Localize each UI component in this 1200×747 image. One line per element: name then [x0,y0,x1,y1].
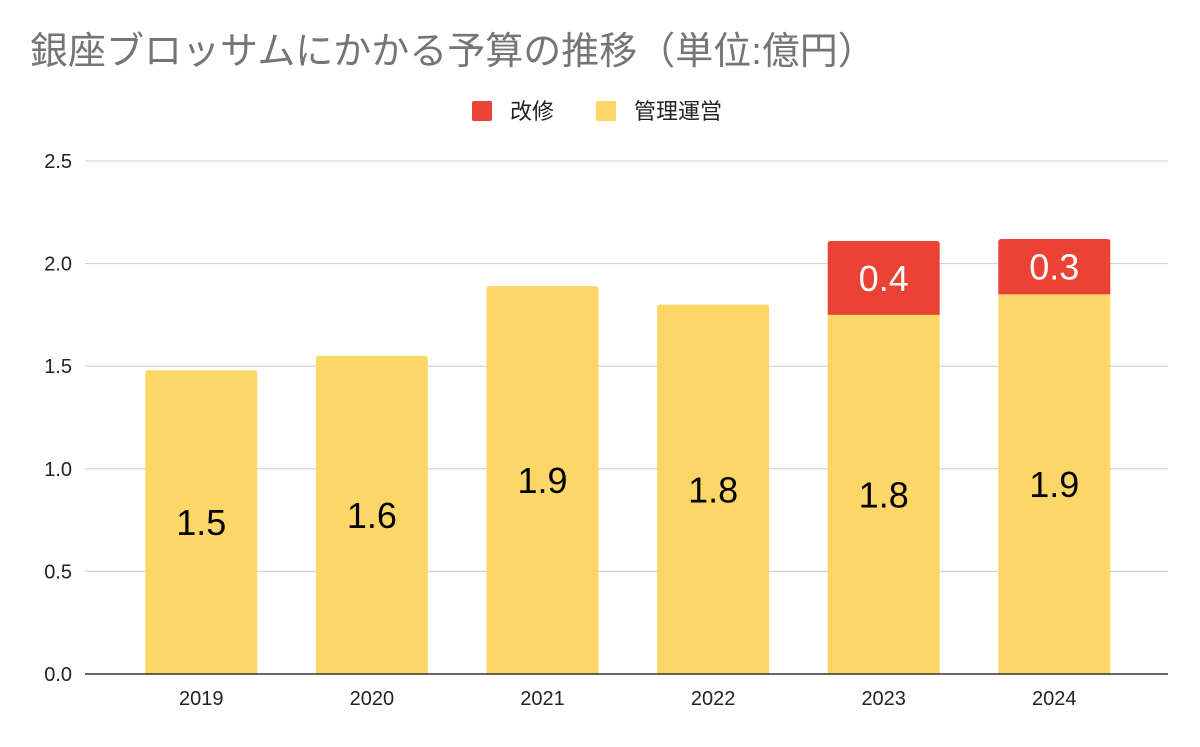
data-label: 1.9 [517,460,567,501]
legend-swatch [472,101,492,121]
data-label: 1.8 [859,474,909,515]
data-label: 1.5 [176,502,226,543]
x-tick-label: 2019 [179,688,224,710]
data-label: 0.4 [859,258,909,299]
x-tick-label: 2022 [691,688,736,710]
y-tick-label: 1.0 [44,459,72,481]
x-tick-label: 2020 [350,688,395,710]
legend: 改修 管理運営 [472,99,722,124]
data-label: 0.3 [1029,247,1079,288]
bar-2023-management [827,314,940,674]
bar-2020-management [315,355,428,674]
legend-label: 改修 [510,99,554,124]
x-tick-label: 2021 [520,688,565,710]
legend-swatch [596,101,616,121]
bar-2024-renovation [998,238,1111,295]
y-tick-label: 1.5 [44,356,72,378]
x-tick-label: 2023 [861,688,906,710]
y-tick-label: 0.5 [44,561,72,583]
y-tick-label: 0.0 [44,664,72,686]
bar-2023-renovation [827,241,940,315]
bar-2022-management [657,304,770,674]
data-label: 1.8 [688,469,738,510]
y-tick-label: 2.5 [44,151,72,173]
bar-2024-management [998,294,1111,674]
x-axis: 2019 2020 2021 2022 2023 2024 [85,673,1168,710]
data-label: 1.9 [1029,464,1079,505]
bar-2021-management [486,286,599,674]
chart-title: 銀座ブロッサムにかかる予算の推移（単位:億円） [30,31,876,73]
bars: 1.5 1.6 1.9 1.8 1.8 0.4 1.9 0.3 [145,238,1111,674]
y-tick-label: 2.0 [44,254,72,276]
data-label: 1.6 [347,495,397,536]
gridlines: 0.0 0.5 1.0 1.5 2.0 2.5 [44,151,1168,686]
bar-2019-management [145,370,258,674]
legend-label: 管理運営 [634,99,722,124]
x-tick-label: 2024 [1032,688,1077,710]
